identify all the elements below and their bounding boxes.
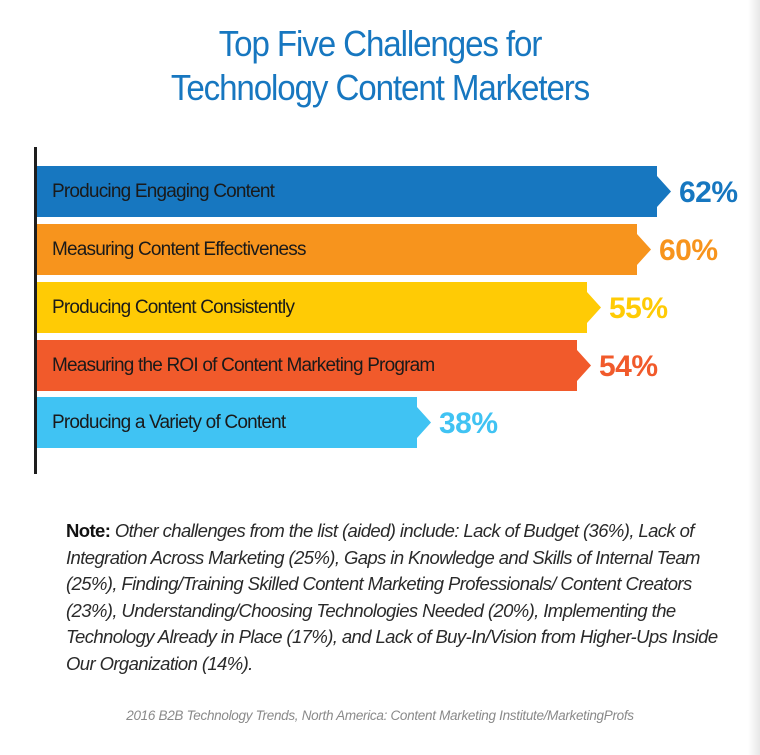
- bar-shape: [37, 397, 431, 448]
- bar-value: 55%: [609, 292, 668, 325]
- bar-label: Producing a Variety of Content: [52, 412, 286, 433]
- bar-value: 60%: [659, 234, 718, 267]
- note-text: Other challenges from the list (aided) i…: [66, 520, 718, 674]
- bar-label: Producing Content Consistently: [52, 297, 295, 318]
- bar-measuring-content-effectiveness: Measuring Content Effectiveness 60%: [37, 224, 718, 275]
- chart-title-line-1: Top Five Challenges for: [218, 23, 543, 64]
- bar-producing-variety-of-content: Producing a Variety of Content 38%: [37, 397, 498, 448]
- bar-producing-engaging-content: Producing Engaging Content 62%: [37, 166, 738, 217]
- bar-value: 62%: [679, 176, 738, 209]
- bar-shape: [37, 340, 591, 391]
- right-edge-shade: [748, 0, 760, 755]
- bar-value: 54%: [599, 350, 658, 383]
- bar-producing-content-consistently: Producing Content Consistently 55%: [37, 282, 668, 333]
- bar-measuring-roi: Measuring the ROI of Content Marketing P…: [37, 340, 658, 391]
- bar-value: 38%: [439, 407, 498, 440]
- chart-title-line-2: Technology Content Marketers: [170, 67, 590, 108]
- bar-label: Producing Engaging Content: [52, 181, 275, 202]
- chart-title: Top Five Challenges for Technology Conte…: [30, 22, 729, 110]
- bar-label: Measuring Content Effectiveness: [52, 239, 306, 260]
- y-axis-line: [34, 147, 37, 474]
- bar-shape: [37, 282, 601, 333]
- bar-shape: [37, 224, 651, 275]
- source-citation: 2016 B2B Technology Trends, North Americ…: [126, 708, 634, 723]
- note-prefix: Note:: [66, 520, 111, 541]
- note-paragraph: Note: Other challenges from the list (ai…: [66, 518, 726, 677]
- bar-shape: [37, 166, 671, 217]
- bar-label: Measuring the ROI of Content Marketing P…: [52, 355, 435, 376]
